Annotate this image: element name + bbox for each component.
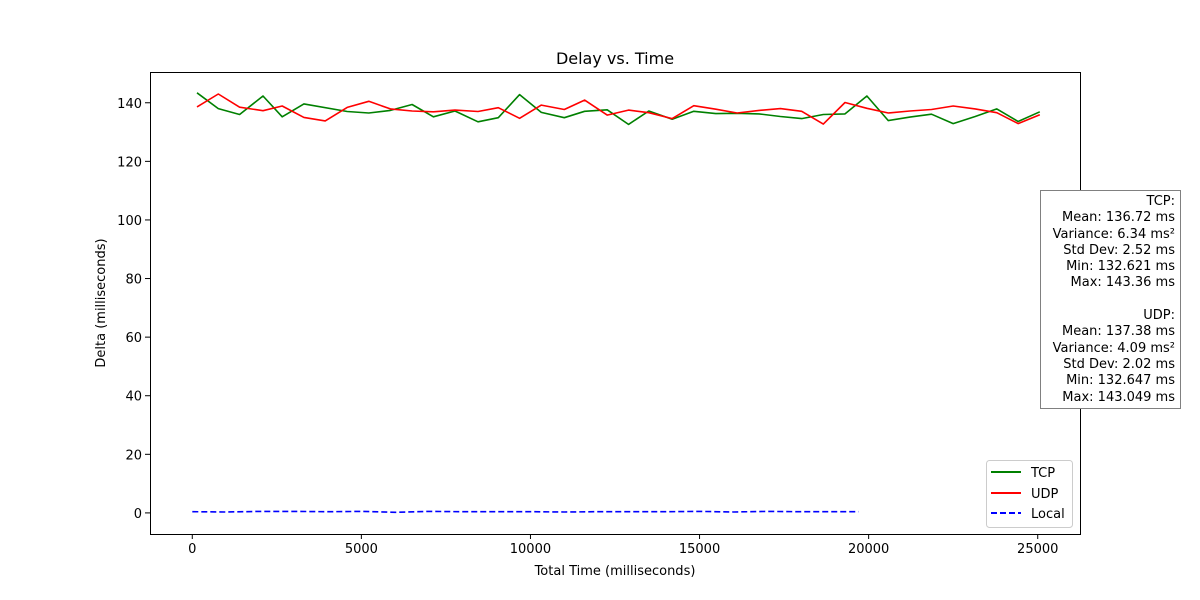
- udp-mean: Mean: 137.38 ms: [1062, 324, 1175, 340]
- series-line-tcp: [196, 92, 1041, 126]
- x-tick-label: 5000: [345, 542, 378, 557]
- tcp-std-dev: Std Dev: 2.52 ms: [1063, 242, 1175, 258]
- x-axis: 0 5000 10000 15000 20000 25000: [188, 534, 1058, 557]
- y-tick-label: 80: [125, 273, 142, 288]
- legend-box: [986, 460, 1073, 528]
- x-tick-label: 15000: [679, 542, 720, 557]
- x-tick-label: 0: [188, 542, 196, 557]
- y-tick-label: 20: [125, 448, 142, 463]
- plot-frame: [150, 72, 1081, 535]
- legend-label-udp: UDP: [1031, 487, 1059, 502]
- x-axis-label: Total Time (milliseconds): [534, 564, 696, 579]
- y-axis: 0 20 40 60 80 100 120 140: [117, 97, 150, 522]
- udp-min: Min: 132.647 ms: [1066, 373, 1175, 389]
- series-layer: [192, 92, 1041, 514]
- y-tick-label: 60: [125, 331, 142, 346]
- y-tick-label: 120: [117, 155, 142, 170]
- chart-title: Delay vs. Time: [556, 49, 674, 68]
- y-tick-label: 0: [134, 507, 142, 522]
- x-tick-label: 25000: [1017, 542, 1058, 557]
- series-line-udp: [196, 93, 1041, 125]
- x-tick-label: 20000: [848, 542, 889, 557]
- y-axis-label: Delta (milliseconds): [94, 238, 109, 367]
- tcp-min: Min: 132.621 ms: [1066, 259, 1175, 275]
- y-tick-label: 100: [117, 214, 142, 229]
- legend-label-tcp: TCP: [1030, 466, 1055, 481]
- tcp-max: Max: 143.36 ms: [1070, 275, 1175, 291]
- udp-std-dev: Std Dev: 2.02 ms: [1063, 356, 1175, 372]
- legend-label-local: Local: [1031, 507, 1065, 522]
- udp-variance: Variance: 4.09 ms²: [1052, 340, 1175, 356]
- tcp-stats-header: TCP:: [1146, 194, 1175, 209]
- tcp-mean: Mean: 136.72 ms: [1062, 210, 1175, 226]
- series-line-local: [192, 510, 859, 514]
- tcp-variance: Variance: 6.34 ms²: [1052, 226, 1175, 242]
- legend: TCP UDP Local: [986, 460, 1073, 528]
- y-tick-label: 140: [117, 97, 142, 112]
- y-tick-label: 40: [125, 390, 142, 405]
- stats-spacer: [1041, 292, 1175, 308]
- udp-stats-header: UDP:: [1143, 308, 1175, 324]
- stats-box: TCP: Mean: 136.72 ms Variance: 6.34 ms² …: [1040, 190, 1181, 409]
- udp-max: Max: 143.049 ms: [1062, 389, 1175, 405]
- x-tick-label: 10000: [510, 542, 551, 557]
